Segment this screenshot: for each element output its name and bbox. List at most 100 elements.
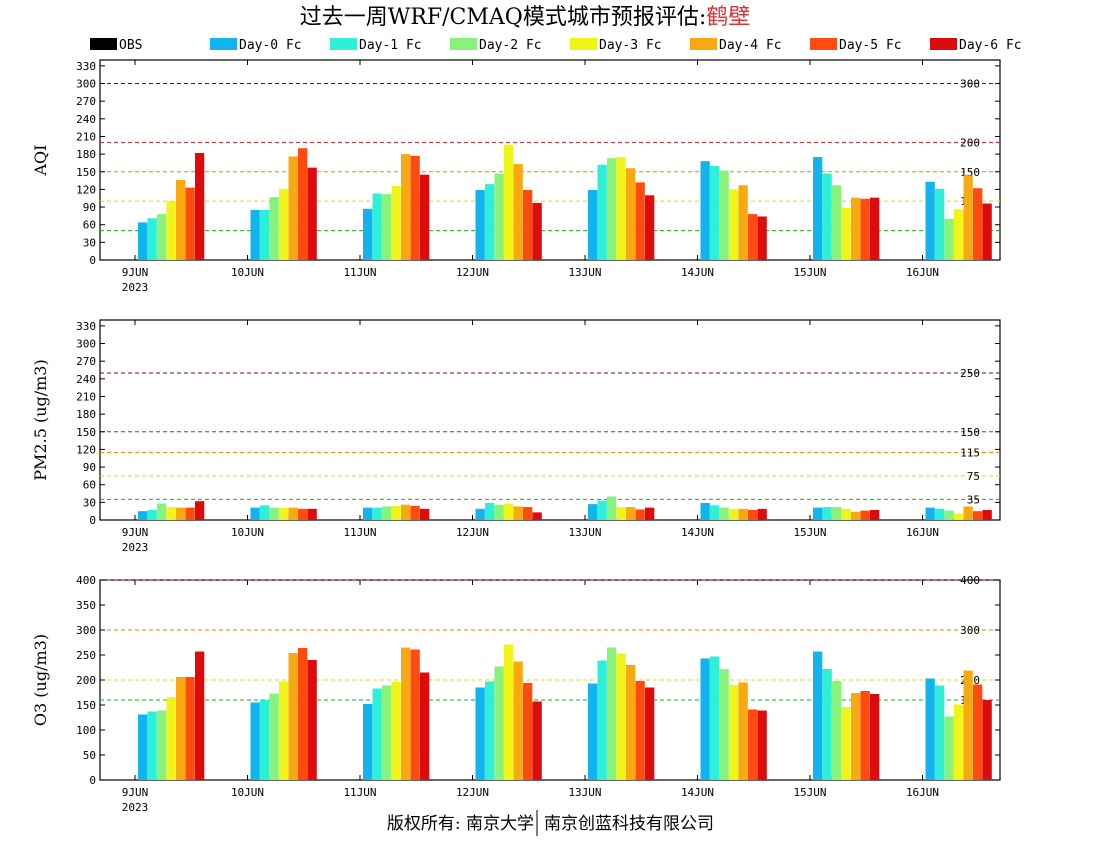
pm25-ytick-label-4: 120 [76,443,96,456]
o3-bar-0-5 [185,677,195,780]
o3-ref-label-3: 400 [960,574,980,587]
aqi-bar-7-0 [925,181,935,260]
legend-label-3: Day-2 Fc [479,38,542,53]
o3-bar-3-1 [485,681,495,780]
aqi-bar-5-6 [757,216,767,260]
o3-bar-4-1 [597,660,607,780]
legend-swatch-7 [930,38,957,50]
aqi-bar-3-3 [504,144,514,260]
aqi-ref-label-3: 200 [960,136,980,149]
o3-bar-2-1 [372,688,382,780]
legend-swatch-5 [690,38,717,50]
aqi-xtick-label-2: 11JUN [343,266,376,279]
pm25-ylabel: PM2.5 (ug/m3) [31,359,50,480]
pm25-ref-label-3: 150 [960,426,980,439]
aqi-bar-2-3 [391,185,401,260]
aqi-bar-0-1 [147,218,157,260]
o3-bar-6-2 [832,681,842,780]
o3-bar-6-6 [870,694,880,780]
pm25-bar-6-1 [822,507,832,520]
aqi-bar-6-2 [832,185,842,260]
aqi-bar-7-2 [944,218,954,260]
pm25-bar-6-0 [813,507,823,520]
pm25-bar-5-0 [700,502,710,520]
pm25-ref-label-4: 250 [960,367,980,380]
pm25-bar-3-2 [494,504,504,520]
aqi-ytick-label-3: 90 [83,201,96,214]
o3-bar-0-2 [157,710,167,780]
legend-swatch-0 [90,38,117,50]
aqi-bar-5-4 [738,185,748,260]
title-city: 鹤壁 [706,5,750,30]
o3-bar-1-0 [250,702,260,780]
pm25-bar-5-3 [729,508,739,520]
o3-bar-3-0 [475,687,485,780]
aqi-ytick-label-4: 120 [76,183,96,196]
pm25-plot-frame [99,319,1001,521]
pm25-bar-2-0 [363,507,373,520]
o3-bar-5-4 [738,682,748,780]
o3-bar-5-5 [748,709,758,780]
pm25-bar-0-4 [176,507,186,520]
o3-bar-3-2 [494,666,504,780]
o3-xtick-label-4: 13JUN [568,786,601,799]
aqi-bar-5-0 [700,161,710,260]
o3-bar-4-5 [635,681,645,780]
aqi-bar-5-3 [729,189,739,260]
o3-bar-2-4 [401,647,411,780]
pm25-bar-4-5 [635,509,645,520]
pm25-ytick-label-3: 90 [83,461,96,474]
pm25-bar-1-2 [269,507,279,520]
o3-xtick-label-6: 15JUN [793,786,826,799]
aqi-bar-1-5 [298,148,308,260]
legend-swatch-2 [330,38,357,50]
pm25-ytick-label-2: 60 [83,479,96,492]
legend-label-1: Day-0 Fc [239,38,302,53]
o3-bar-1-4 [288,653,298,780]
legend-label-4: Day-3 Fc [599,38,662,53]
pm25-xtick-label-3: 12JUN [456,526,489,539]
aqi-xtick-label-7: 16JUN [906,266,939,279]
aqi-bar-1-4 [288,156,298,260]
o3-ytick-label-7: 350 [76,599,96,612]
pm25-bar-5-2 [719,507,729,520]
o3-year-label: 2023 [122,801,149,814]
aqi-ytick-label-6: 180 [76,148,96,161]
o3-bar-0-1 [147,711,157,780]
aqi-bar-7-1 [935,188,945,260]
pm25-xtick-label-5: 14JUN [681,526,714,539]
o3-bar-3-6 [532,701,542,780]
o3-ytick-label-4: 200 [76,674,96,687]
aqi-bar-4-1 [597,164,607,260]
legend-label-5: Day-4 Fc [719,38,782,53]
o3-ytick-label-0: 0 [89,774,96,787]
aqi-bar-1-2 [269,197,279,260]
pm25-bar-0-1 [147,510,157,520]
aqi-bar-1-1 [260,210,270,260]
aqi-bar-4-5 [635,182,645,260]
aqi-bar-6-3 [841,207,851,260]
legend: OBS Day-0 Fc Day-1 Fc Day-2 Fc Day-3 Fc Day-4… [90,38,1022,53]
pm25-bar-3-1 [485,502,495,520]
aqi-bar-1-6 [307,167,317,260]
o3-bar-5-3 [729,685,739,780]
aqi-xtick-label-0: 9JUN [122,266,149,279]
o3-ytick-label-3: 150 [76,699,96,712]
o3-bar-4-3 [616,653,626,780]
aqi-year-label: 2023 [122,281,149,294]
o3-bar-1-2 [269,693,279,780]
aqi-bar-3-1 [485,184,495,260]
aqi-bar-2-6 [420,174,430,260]
aqi-bar-6-5 [860,198,870,260]
aqi-panel: 5010015020030003060901201501802102402703… [31,59,1001,294]
o3-bar-6-4 [851,693,861,780]
aqi-ytick-label-5: 150 [76,166,96,179]
o3-bar-6-0 [813,651,823,780]
aqi-bar-3-4 [513,164,523,260]
aqi-bar-4-4 [626,168,636,260]
footer: 版权所有: 南京大学 南京创蓝科技有限公司 [387,810,714,836]
o3-bar-6-3 [841,707,851,780]
aqi-bar-5-1 [710,165,720,260]
pm25-bar-1-0 [250,507,260,520]
o3-bar-4-2 [607,647,617,780]
